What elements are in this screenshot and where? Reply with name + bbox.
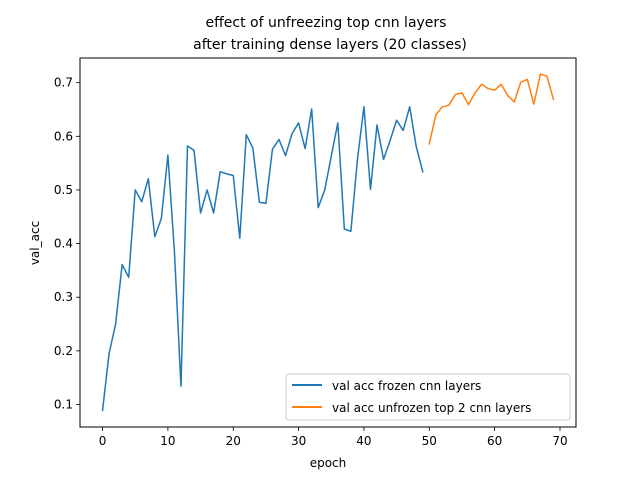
legend-label-frozen: val acc frozen cnn layers	[332, 379, 481, 393]
legend-label-unfrozen: val acc unfrozen top 2 cnn layers	[332, 401, 531, 415]
y-axis-label: val_acc	[28, 221, 42, 265]
plot-area-frame	[79, 57, 577, 428]
legend: val acc frozen cnn layers val acc unfroz…	[285, 373, 571, 421]
x-tick-label: 30	[291, 434, 306, 448]
y-tick-label: 0.1	[54, 397, 73, 411]
x-tick-label: 10	[160, 434, 175, 448]
y-tick-label: 0.2	[54, 344, 73, 358]
series-layer	[101, 73, 555, 412]
y-tick-label: 0.3	[54, 290, 73, 304]
x-tick-label: 70	[552, 434, 567, 448]
x-axis-label: epoch	[310, 456, 347, 470]
x-tick-label: 0	[99, 434, 107, 448]
x-tick-label: 50	[422, 434, 437, 448]
x-tick-label: 40	[356, 434, 371, 448]
series-line-1	[428, 73, 555, 145]
y-axis-ticks: 0.1 0.2 0.3 0.4 0.5 0.6 0.7	[54, 76, 80, 411]
legend-box	[285, 373, 571, 421]
x-axis-ticks: 0 10 20 30 40 50 60 70	[99, 427, 568, 448]
y-tick-label: 0.7	[54, 76, 73, 90]
y-tick-label: 0.5	[54, 183, 73, 197]
y-tick-label: 0.6	[54, 129, 73, 143]
y-tick-label: 0.4	[54, 237, 73, 251]
chart-title-line-1: effect of unfreezing top cnn layers	[206, 15, 447, 31]
x-tick-label: 60	[487, 434, 502, 448]
series-line-0	[101, 106, 424, 412]
x-tick-label: 20	[226, 434, 241, 448]
chart-title-line-2: after training dense layers (20 classes)	[193, 37, 467, 53]
